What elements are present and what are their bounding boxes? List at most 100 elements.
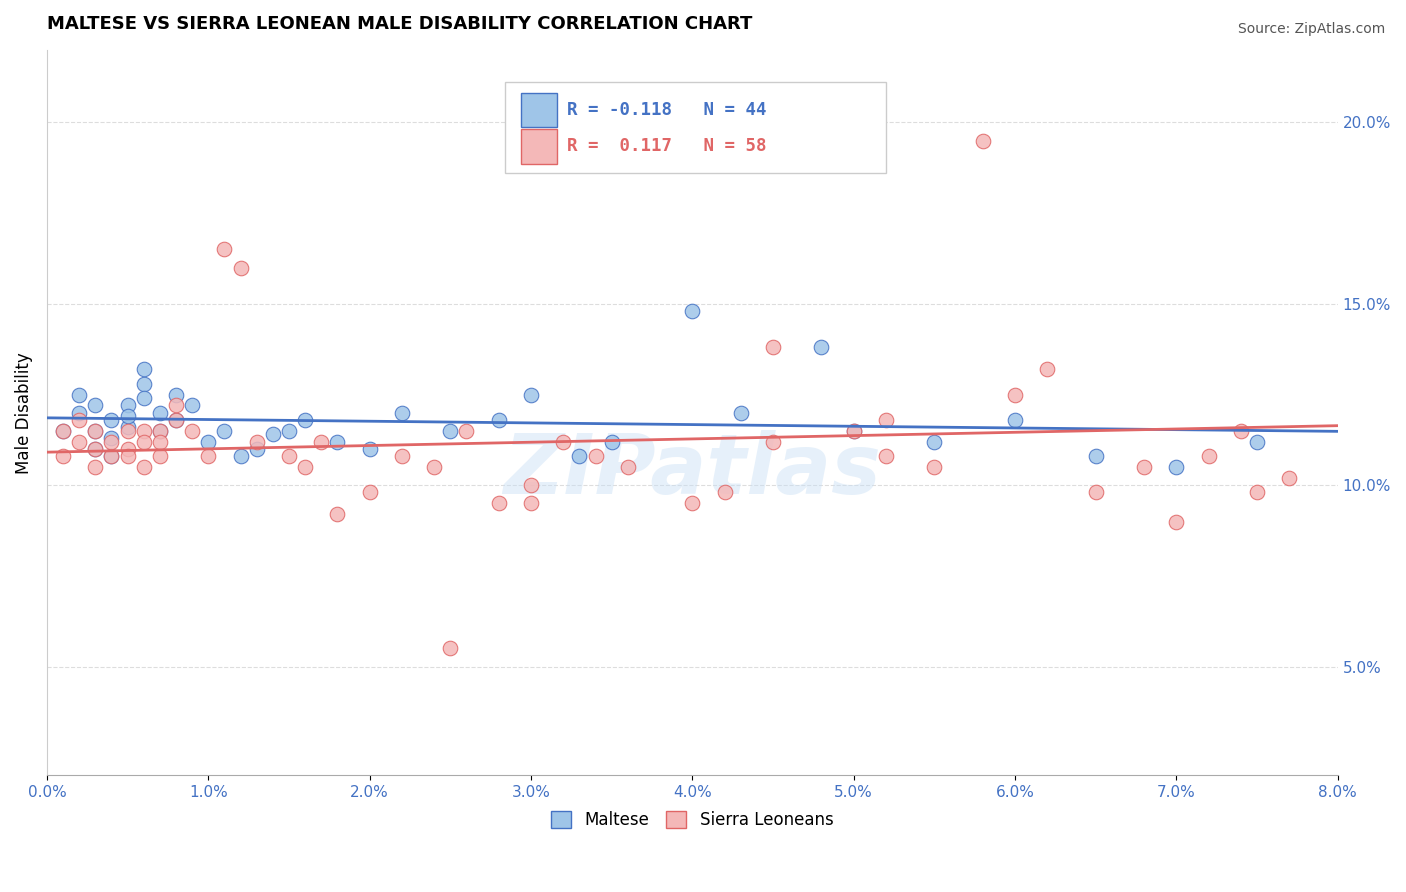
Point bbox=[488, 496, 510, 510]
Point bbox=[439, 424, 461, 438]
Point bbox=[67, 413, 90, 427]
Point bbox=[875, 449, 897, 463]
Point bbox=[1084, 485, 1107, 500]
Point bbox=[810, 340, 832, 354]
Point bbox=[1133, 460, 1156, 475]
Point bbox=[359, 485, 381, 500]
Point bbox=[568, 449, 591, 463]
Point bbox=[149, 449, 172, 463]
Point bbox=[1004, 413, 1026, 427]
FancyBboxPatch shape bbox=[505, 82, 886, 173]
Point bbox=[84, 424, 107, 438]
Point bbox=[149, 406, 172, 420]
Point bbox=[713, 485, 735, 500]
Point bbox=[100, 449, 122, 463]
Point bbox=[520, 478, 543, 492]
Point bbox=[439, 641, 461, 656]
Point bbox=[246, 434, 269, 449]
Point bbox=[294, 460, 316, 475]
Point bbox=[52, 424, 75, 438]
Point bbox=[84, 442, 107, 456]
Point bbox=[117, 449, 139, 463]
Point bbox=[132, 424, 155, 438]
Point bbox=[326, 434, 349, 449]
Point bbox=[1198, 449, 1220, 463]
Point bbox=[84, 398, 107, 412]
Point bbox=[214, 243, 236, 257]
Point bbox=[132, 362, 155, 376]
Point bbox=[67, 406, 90, 420]
Text: MALTESE VS SIERRA LEONEAN MALE DISABILITY CORRELATION CHART: MALTESE VS SIERRA LEONEAN MALE DISABILIT… bbox=[46, 15, 752, 33]
Point bbox=[294, 413, 316, 427]
Point bbox=[229, 449, 252, 463]
Point bbox=[84, 424, 107, 438]
Point bbox=[277, 449, 299, 463]
Text: Source: ZipAtlas.com: Source: ZipAtlas.com bbox=[1237, 22, 1385, 37]
Point bbox=[1084, 449, 1107, 463]
Text: R = -0.118   N = 44: R = -0.118 N = 44 bbox=[567, 101, 766, 119]
Point bbox=[423, 460, 446, 475]
Point bbox=[117, 409, 139, 424]
Point bbox=[762, 340, 785, 354]
Point bbox=[117, 398, 139, 412]
Point bbox=[67, 434, 90, 449]
Point bbox=[1278, 471, 1301, 485]
Point bbox=[52, 449, 75, 463]
Point bbox=[924, 434, 946, 449]
Point bbox=[229, 260, 252, 275]
Point bbox=[391, 449, 413, 463]
Point bbox=[553, 434, 575, 449]
Point bbox=[132, 460, 155, 475]
Point bbox=[391, 406, 413, 420]
Point bbox=[1246, 434, 1268, 449]
Point bbox=[262, 427, 284, 442]
Point bbox=[488, 413, 510, 427]
Y-axis label: Male Disability: Male Disability bbox=[15, 351, 32, 474]
Point bbox=[132, 376, 155, 391]
Point bbox=[277, 424, 299, 438]
Point bbox=[1246, 485, 1268, 500]
Point bbox=[165, 387, 187, 401]
Point bbox=[197, 434, 219, 449]
Point bbox=[214, 424, 236, 438]
Point bbox=[520, 496, 543, 510]
Point bbox=[149, 424, 172, 438]
Point bbox=[117, 442, 139, 456]
Point bbox=[149, 434, 172, 449]
Point bbox=[1166, 515, 1188, 529]
Point bbox=[617, 460, 640, 475]
Point bbox=[84, 460, 107, 475]
Point bbox=[842, 424, 865, 438]
Point bbox=[117, 424, 139, 438]
Point bbox=[100, 431, 122, 445]
Point bbox=[520, 387, 543, 401]
Point bbox=[681, 496, 703, 510]
Point bbox=[1230, 424, 1253, 438]
Point bbox=[132, 391, 155, 405]
Point bbox=[326, 508, 349, 522]
Point bbox=[149, 424, 172, 438]
Point bbox=[67, 387, 90, 401]
Point bbox=[181, 424, 204, 438]
Point bbox=[100, 413, 122, 427]
Point bbox=[52, 424, 75, 438]
Point bbox=[681, 304, 703, 318]
Point bbox=[875, 413, 897, 427]
Legend: Maltese, Sierra Leoneans: Maltese, Sierra Leoneans bbox=[544, 805, 839, 836]
Point bbox=[100, 449, 122, 463]
Point bbox=[972, 134, 994, 148]
Point bbox=[600, 434, 623, 449]
Point bbox=[165, 398, 187, 412]
FancyBboxPatch shape bbox=[520, 129, 557, 164]
Text: ZIPatlas: ZIPatlas bbox=[503, 430, 882, 511]
Point bbox=[100, 434, 122, 449]
Text: R =  0.117   N = 58: R = 0.117 N = 58 bbox=[567, 137, 766, 155]
Point bbox=[456, 424, 478, 438]
Point bbox=[359, 442, 381, 456]
Point bbox=[165, 413, 187, 427]
Point bbox=[1166, 460, 1188, 475]
Point bbox=[730, 406, 752, 420]
Point bbox=[117, 420, 139, 434]
Point bbox=[585, 449, 607, 463]
Point bbox=[924, 460, 946, 475]
